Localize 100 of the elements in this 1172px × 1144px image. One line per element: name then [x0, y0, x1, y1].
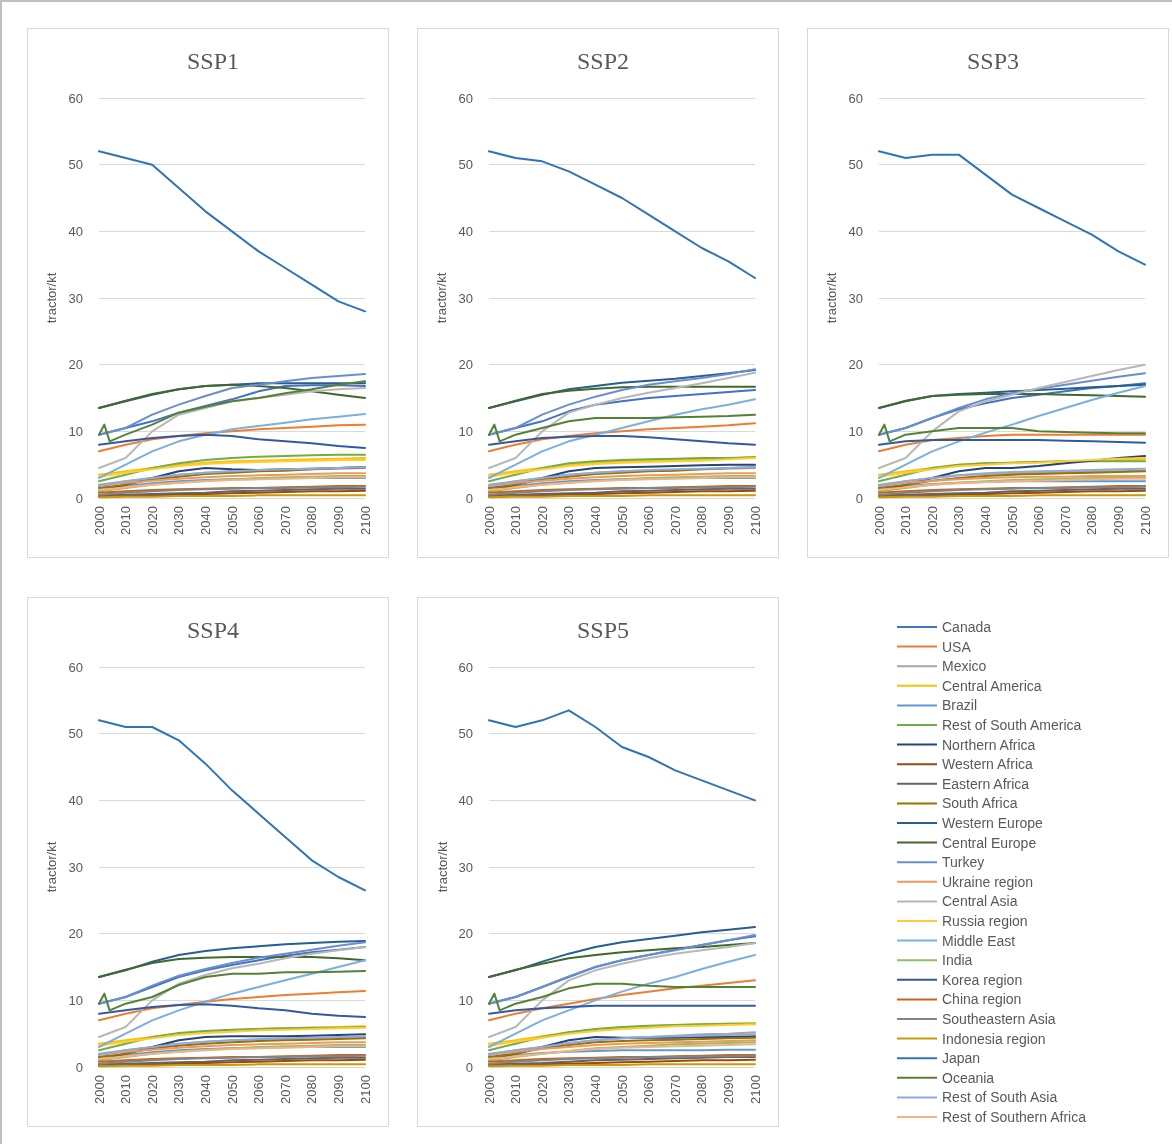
legend-label: Western Africa [942, 756, 1033, 773]
x-tick-label: 2070 [667, 506, 683, 535]
legend-label: Southeastern Asia [942, 1011, 1056, 1027]
y-tick-label: 40 [68, 792, 83, 808]
x-tick-label: 2000 [91, 506, 107, 535]
legend-label: Eastern Africa [942, 775, 1030, 792]
x-tick-label: 2060 [1031, 506, 1047, 535]
y-tick-label: 30 [848, 290, 863, 306]
legend-label: USA [942, 638, 972, 655]
y-tick-label: 20 [458, 926, 473, 942]
x-tick-label: 2090 [330, 506, 346, 535]
x-tick-label: 2070 [277, 1075, 293, 1104]
x-tick-label: 2030 [561, 506, 577, 535]
x-tick-label: 2050 [224, 1075, 240, 1104]
y-tick-label: 30 [458, 290, 473, 306]
y-axis-title: tractor/kt [433, 272, 449, 324]
x-tick-label: 2020 [144, 506, 160, 535]
y-tick-label: 60 [458, 659, 473, 675]
x-tick-label: 2080 [694, 506, 710, 535]
x-tick-label: 2070 [277, 506, 293, 535]
legend-label: Brazil [942, 697, 978, 714]
x-tick-label: 2060 [251, 1075, 267, 1104]
chart-title: SSP3 [966, 48, 1020, 74]
y-tick-label: 0 [855, 490, 863, 506]
x-tick-label: 2010 [898, 506, 914, 535]
y-tick-label: 40 [68, 223, 83, 239]
x-tick-label: 2020 [924, 506, 940, 535]
y-tick-label: 60 [68, 90, 83, 106]
x-tick-label: 2050 [614, 1075, 630, 1104]
chart-title: SSP4 [186, 617, 240, 643]
legend-label: Korea region [942, 971, 1023, 988]
x-tick-label: 2080 [1084, 506, 1100, 535]
y-tick-label: 20 [458, 357, 473, 373]
y-tick-label: 20 [848, 357, 863, 373]
legend-label: Indonesia region [942, 1030, 1046, 1047]
y-axis-title: tractor/kt [435, 841, 450, 893]
x-tick-label: 2010 [508, 1075, 524, 1104]
x-tick-label: 2090 [720, 1075, 736, 1104]
x-tick-label: 2020 [144, 1075, 160, 1104]
x-tick-label: 2080 [304, 506, 320, 535]
x-tick-label: 2040 [587, 1075, 603, 1104]
legend-label: Turkey [942, 854, 985, 871]
x-tick-label: 2040 [587, 506, 603, 535]
x-tick-label: 2060 [641, 506, 657, 535]
x-tick-label: 2080 [304, 1075, 320, 1104]
x-tick-label: 2090 [720, 506, 736, 535]
x-tick-label: 2090 [1110, 506, 1126, 535]
x-tick-label: 2070 [667, 1075, 683, 1104]
legend-label: Japan [942, 1050, 981, 1067]
y-axis-title: tractor/kt [43, 272, 59, 324]
y-tick-label: 60 [848, 90, 863, 106]
x-tick-label: 2000 [481, 1075, 497, 1104]
x-tick-label: 2080 [694, 1075, 710, 1104]
y-tick-label: 0 [465, 1059, 473, 1075]
y-tick-label: 10 [68, 423, 83, 439]
legend-label: Canada [942, 619, 992, 635]
x-tick-label: 2020 [534, 1075, 550, 1104]
x-tick-label: 2010 [508, 506, 524, 535]
x-tick-label: 2100 [357, 1075, 373, 1104]
legend-label: Russia region [942, 913, 1028, 929]
y-tick-label: 10 [458, 423, 473, 439]
legend-label: Central Europe [942, 834, 1037, 851]
x-tick-label: 2000 [871, 506, 887, 535]
y-tick-label: 20 [68, 926, 83, 942]
x-tick-label: 2040 [977, 506, 993, 535]
x-tick-label: 2000 [91, 1075, 107, 1104]
x-tick-label: 2030 [951, 506, 967, 535]
legend-label: Middle East [942, 932, 1016, 949]
x-tick-label: 2050 [224, 506, 240, 535]
y-tick-label: 40 [848, 223, 863, 239]
y-tick-label: 50 [458, 157, 473, 173]
legend-label: Rest of South Asia [942, 1089, 1058, 1106]
y-tick-label: 30 [458, 859, 473, 875]
y-tick-label: 60 [68, 659, 83, 675]
legend-label: India [942, 952, 973, 969]
y-axis-title: tractor/kt [43, 841, 59, 893]
y-tick-label: 20 [68, 357, 83, 373]
x-tick-label: 2100 [357, 506, 373, 535]
y-tick-label: 60 [458, 90, 473, 106]
y-tick-label: 50 [68, 157, 83, 173]
y-tick-label: 50 [458, 726, 473, 742]
legend-label: Oceania [942, 1069, 995, 1086]
legend-label: Central America [942, 677, 1042, 694]
y-tick-label: 10 [68, 992, 83, 1008]
y-tick-label: 50 [68, 726, 83, 742]
x-tick-label: 2100 [1137, 506, 1153, 535]
x-tick-label: 2090 [330, 1075, 346, 1104]
x-tick-label: 2060 [641, 1075, 657, 1104]
legend-label: Rest of Southern Africa [942, 1109, 1087, 1125]
x-tick-label: 2070 [1057, 506, 1073, 535]
y-tick-label: 50 [848, 157, 863, 173]
x-tick-label: 2100 [747, 1075, 763, 1104]
x-tick-label: 2010 [118, 1075, 134, 1104]
chart-title: SSP2 [576, 48, 630, 74]
y-tick-label: 0 [75, 1059, 83, 1075]
chart-title: SSP1 [186, 48, 240, 74]
legend-label: Ukraine region [942, 873, 1034, 890]
legend-label: South Africa [942, 795, 1018, 812]
y-tick-label: 40 [458, 792, 473, 808]
legend-label: Western Europe [942, 815, 1044, 831]
